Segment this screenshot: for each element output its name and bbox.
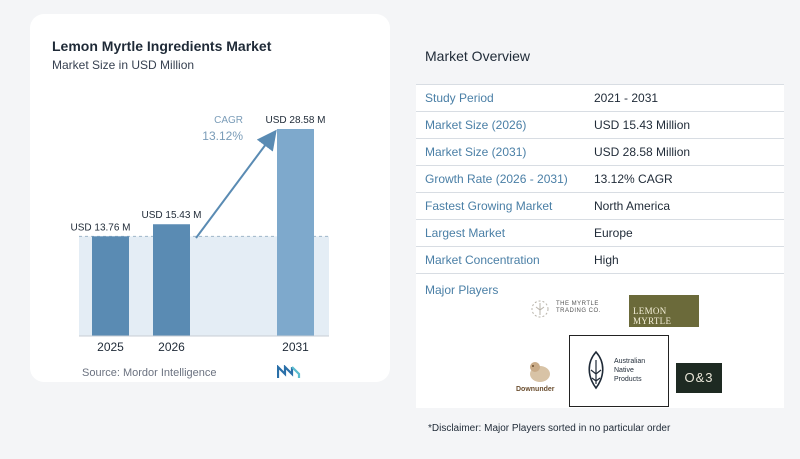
x-tick-label: 2025 <box>97 340 124 354</box>
disclaimer-note: *Disclaimer: Major Players sorted in no … <box>428 423 671 434</box>
overview-row-value: North America <box>594 199 671 213</box>
australian-native-products-logo: Australian Native Products <box>569 335 669 407</box>
overview-row-label: Market Concentration <box>425 253 540 267</box>
market-overview-table: Study Period 2021 - 2031 Market Size (2026… <box>416 84 784 274</box>
myrtle-trading-logo: THE MYRTLE TRADING CO. <box>530 296 610 322</box>
chart-subtitle: Market Size in USD Million <box>52 58 195 72</box>
o-and-3-logo: O&3 <box>676 363 722 393</box>
overview-row-value: 2021 - 2031 <box>594 91 659 105</box>
overview-row: Market Size (2031) USD 28.58 Million <box>416 139 784 166</box>
cagr-label: CAGR <box>214 115 243 126</box>
overview-row: Largest Market Europe <box>416 220 784 247</box>
overview-row-value: Europe <box>594 226 633 240</box>
animal-illustration-icon <box>530 362 550 382</box>
overview-row: Market Concentration High <box>416 247 784 274</box>
overview-row: Fastest Growing Market North America <box>416 193 784 220</box>
x-tick-label: 2026 <box>158 340 185 354</box>
leaf-icon <box>588 350 604 390</box>
overview-row-value: High <box>594 253 619 267</box>
overview-row-label: Growth Rate (2026 - 2031) <box>425 172 568 186</box>
overview-row: Market Size (2026) USD 15.43 Million <box>416 112 784 139</box>
bar-2025 <box>92 236 129 336</box>
mordor-logo-icon <box>277 365 301 378</box>
bar-value-label: USD 13.76 M <box>70 222 130 233</box>
downunder-logo: Downunder <box>511 350 571 402</box>
overview-row-label: Market Size (2026) <box>425 118 527 132</box>
anp-logo-line3: Products <box>614 376 642 383</box>
source-note: Source: Mordor Intelligence <box>82 367 217 379</box>
bar-value-label: USD 28.58 M <box>265 115 325 126</box>
myrtle-logo-line2: TRADING CO. <box>556 308 601 314</box>
bar-2031 <box>277 129 314 336</box>
overview-row-label: Study Period <box>425 91 494 105</box>
overview-row-label: Market Size (2031) <box>425 145 527 159</box>
bar-chart: USD 13.76 M 2025 USD 15.43 M 2026 USD 28.58 … <box>70 115 329 354</box>
overview-row-value: USD 15.43 Million <box>594 118 691 132</box>
overview-row-value: 13.12% CAGR <box>594 172 673 186</box>
chart-title: Lemon Myrtle Ingredients Market <box>52 38 272 54</box>
downunder-logo-text: Downunder <box>516 386 555 393</box>
market-overview-title: Market Overview <box>425 48 531 64</box>
lemon-myrtle-logo: LEMON MYRTLE <box>629 295 699 327</box>
leaf-wreath-icon <box>531 300 549 318</box>
o-and-3-logo-text: O&3 <box>684 370 714 385</box>
lemon-myrtle-logo-text: LEMON MYRTLE <box>633 306 672 326</box>
anp-logo-line2: Native <box>614 367 634 374</box>
major-players-title: Major Players <box>425 283 499 297</box>
bar-value-label: USD 15.43 M <box>141 210 201 221</box>
overview-row-label: Largest Market <box>425 226 506 240</box>
anp-logo-line1: Australian <box>614 358 646 365</box>
cagr-arrow <box>195 129 277 239</box>
myrtle-logo-line1: THE MYRTLE <box>556 301 599 307</box>
cagr-value: 13.12% <box>202 129 243 143</box>
overview-row: Growth Rate (2026 - 2031) 13.12% CAGR <box>416 166 784 193</box>
overview-row-value: USD 28.58 Million <box>594 145 691 159</box>
bar-2026 <box>153 224 190 336</box>
overview-row-label: Fastest Growing Market <box>425 199 553 213</box>
x-tick-label: 2031 <box>282 340 309 354</box>
overview-row: Study Period 2021 - 2031 <box>416 84 784 112</box>
